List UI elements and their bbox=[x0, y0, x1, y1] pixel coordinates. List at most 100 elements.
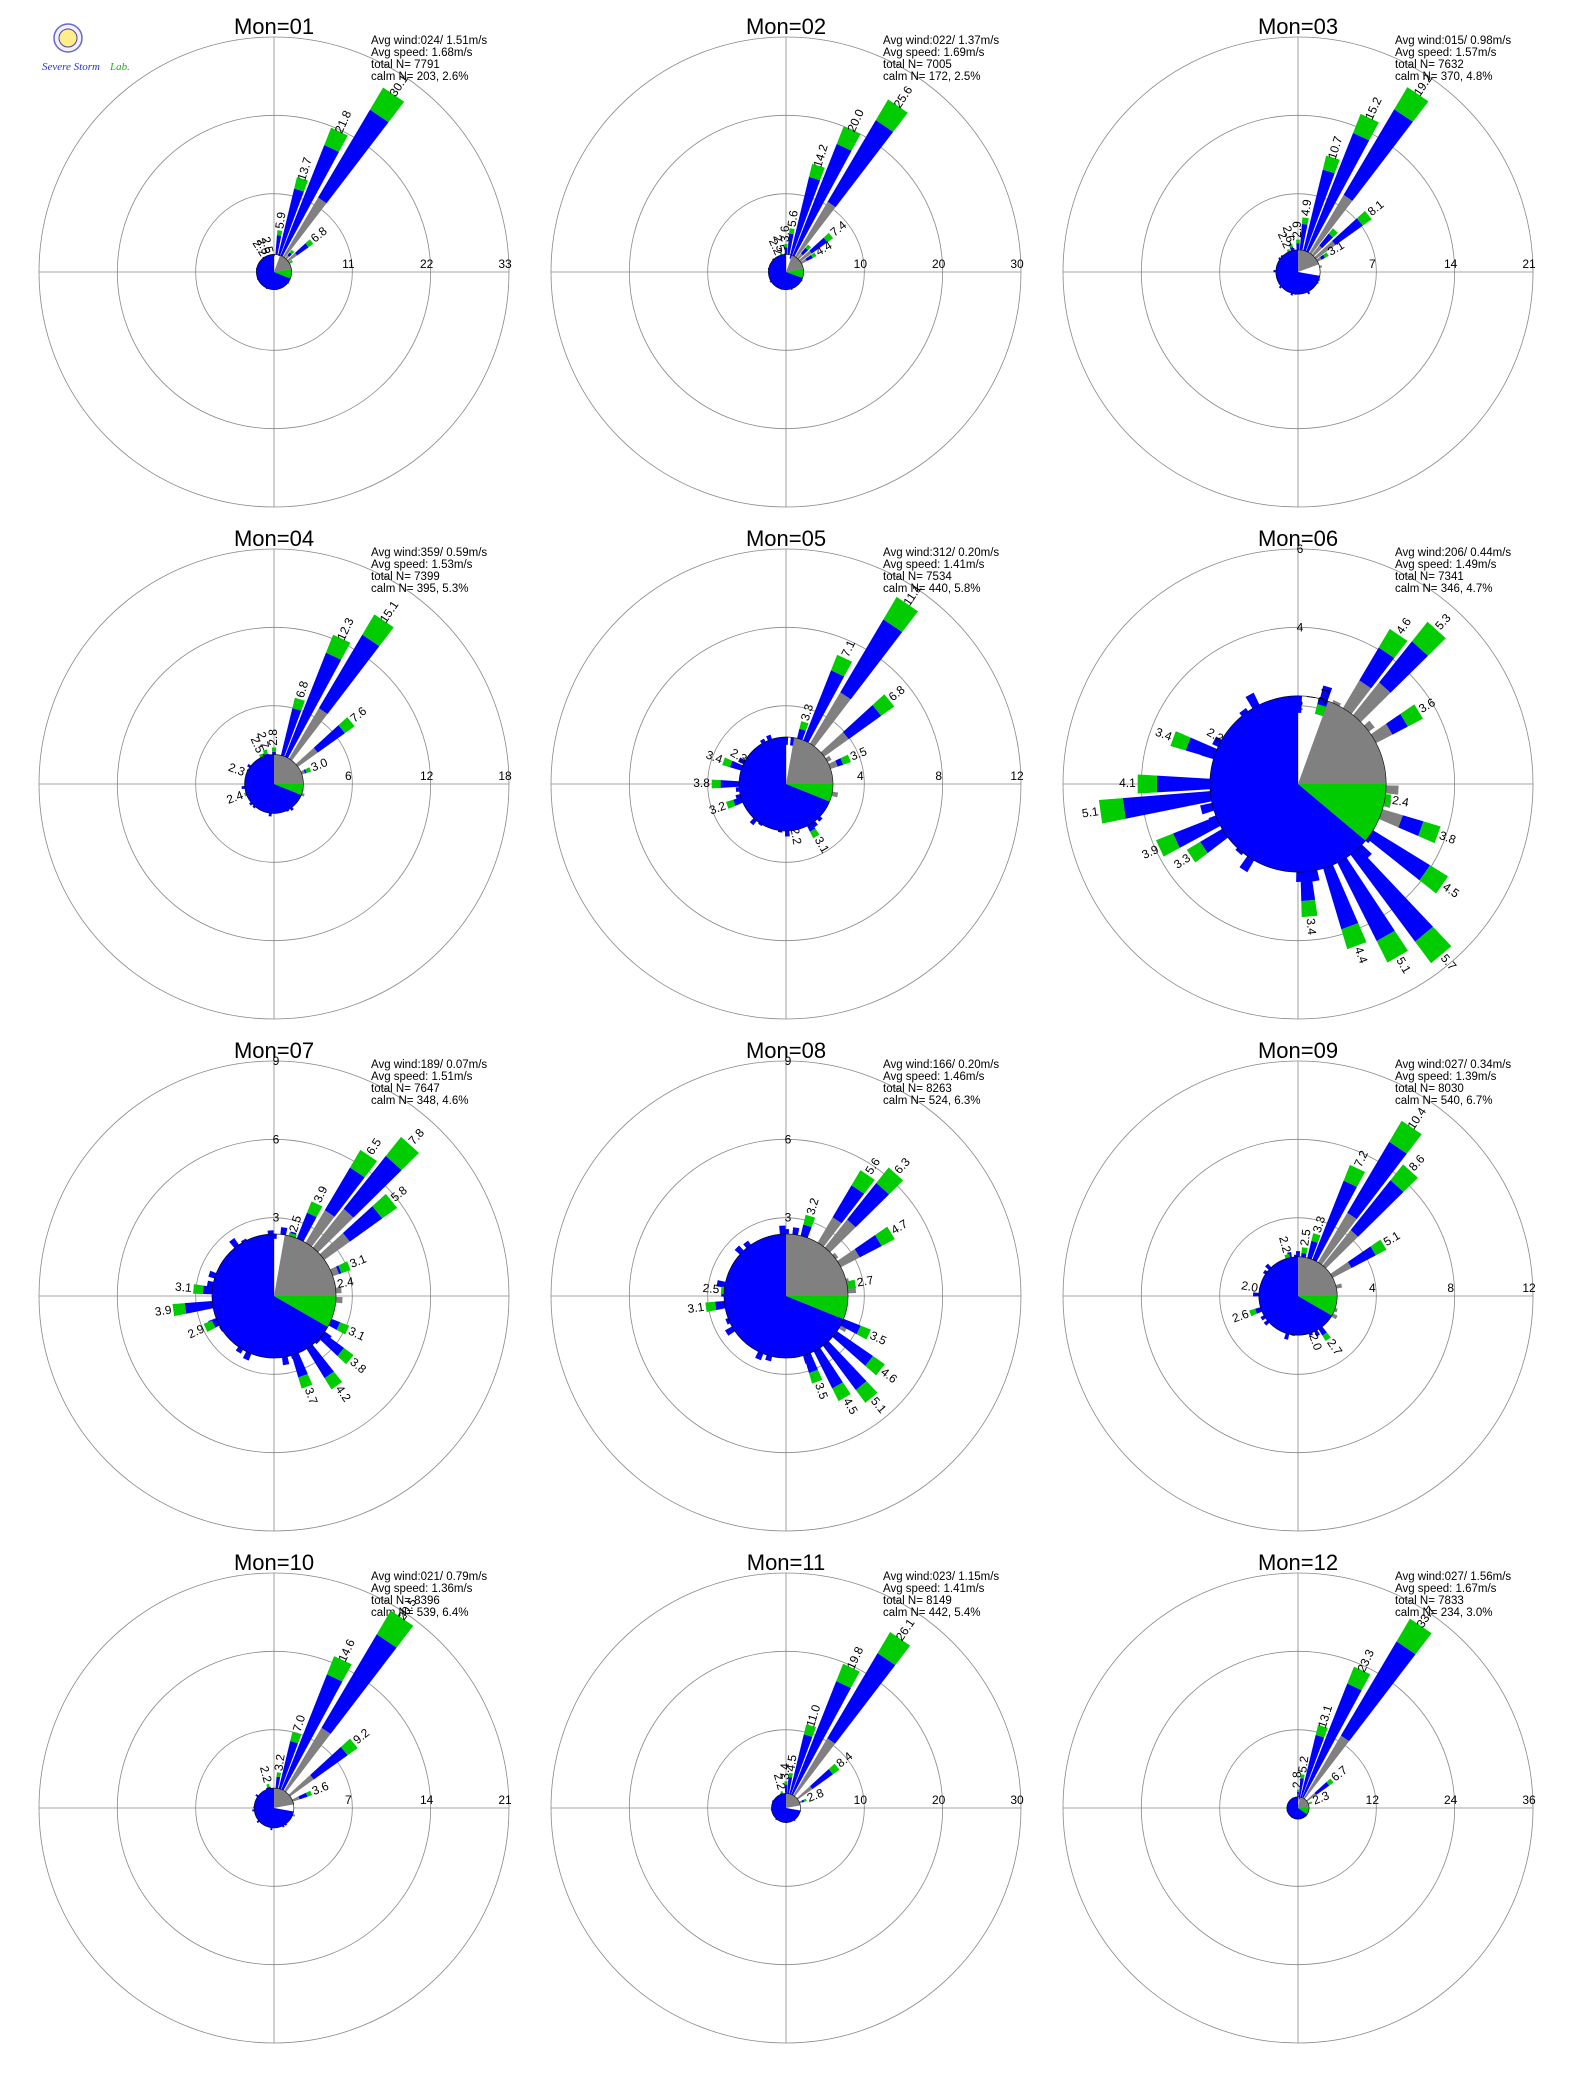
ring-label: 30 bbox=[1010, 1793, 1024, 1807]
wind-bar bbox=[310, 1746, 348, 1780]
wind-bar-high bbox=[832, 1382, 851, 1402]
wind-bar bbox=[743, 1240, 751, 1249]
bar-label: 2.9 bbox=[185, 1321, 206, 1341]
wind-bar bbox=[1311, 245, 1323, 257]
wind-bar-high bbox=[877, 1632, 911, 1666]
bar-label: 3.7 bbox=[302, 1386, 321, 1407]
ring-label: 24 bbox=[1444, 1793, 1458, 1807]
wind-bar-high bbox=[1098, 798, 1126, 824]
bar-label: 2.4 bbox=[1391, 793, 1410, 810]
panel-title: Mon=08 bbox=[746, 1038, 826, 1063]
wind-bar-high bbox=[336, 1322, 350, 1335]
wind-bar bbox=[832, 1252, 839, 1260]
wind-bar bbox=[336, 1265, 342, 1275]
wind-bar-high bbox=[172, 1303, 187, 1317]
wind-bar bbox=[1314, 1782, 1330, 1795]
wind-bar bbox=[769, 280, 772, 283]
wind-bar bbox=[729, 760, 743, 771]
wind-bar bbox=[800, 1224, 812, 1238]
wind-bar bbox=[1255, 1307, 1263, 1314]
wind-bar bbox=[799, 1800, 803, 1804]
bar-label: 15.2 bbox=[1362, 95, 1385, 122]
ring-label: 7 bbox=[345, 1793, 352, 1807]
stats-line: Avg speed: 1.41m/s bbox=[883, 559, 985, 571]
wind-bar bbox=[1309, 1802, 1311, 1805]
wind-bar-high bbox=[1396, 1618, 1432, 1655]
bar-label: 3.9 bbox=[154, 1303, 173, 1319]
wind-bar bbox=[252, 1809, 255, 1812]
stats-line: Avg speed: 1.53m/s bbox=[371, 559, 473, 571]
wind-bar bbox=[791, 1681, 851, 1796]
wind-bar bbox=[303, 769, 307, 774]
panel-title: Mon=07 bbox=[234, 1038, 314, 1063]
wind-bar bbox=[319, 1332, 345, 1356]
bar-label: 3.5 bbox=[848, 744, 869, 763]
wind-bar-high bbox=[836, 1663, 860, 1688]
wind-bar bbox=[1379, 641, 1429, 693]
calm-wedge bbox=[1258, 1256, 1332, 1336]
wind-bar-high bbox=[1326, 1778, 1334, 1786]
stats-line: total N= 8149 bbox=[883, 1595, 952, 1607]
wind-bar bbox=[1298, 1778, 1304, 1798]
bar-label: 3.9 bbox=[311, 1183, 331, 1204]
wind-bar bbox=[1342, 680, 1372, 714]
stats-line: total N= 7399 bbox=[371, 571, 440, 583]
wind-bar bbox=[724, 1326, 735, 1336]
wind-bar bbox=[749, 818, 757, 826]
wind-bar-high bbox=[1376, 930, 1408, 963]
wind-bar bbox=[1359, 647, 1395, 689]
wind-bar bbox=[1239, 707, 1249, 717]
wind-bar-high bbox=[276, 230, 283, 236]
wind-bar-high bbox=[1341, 923, 1367, 950]
bar-label: 4.1 bbox=[1119, 776, 1136, 790]
wind-bar bbox=[1284, 1333, 1290, 1340]
calm-wedge bbox=[786, 1296, 849, 1320]
wind-bar-high bbox=[1419, 865, 1449, 894]
wind-bar-high bbox=[1296, 239, 1300, 244]
wind-bar bbox=[725, 1318, 731, 1325]
ring-label: 30 bbox=[1010, 257, 1024, 271]
calm-wedge bbox=[786, 255, 804, 272]
bar-label: 3.2 bbox=[803, 1196, 821, 1216]
wind-bar bbox=[342, 1206, 383, 1242]
wind-bar bbox=[280, 708, 302, 757]
wind-bar bbox=[287, 282, 290, 284]
wind-bar bbox=[1340, 1641, 1416, 1742]
wind-bar bbox=[1296, 243, 1300, 250]
wind-bar-high bbox=[271, 747, 277, 752]
wind-bar-high bbox=[803, 1214, 816, 1228]
wind-bar-high bbox=[193, 1284, 204, 1295]
ring-label: 36 bbox=[1522, 1793, 1536, 1807]
ring-label: 8 bbox=[935, 769, 942, 783]
stats-line: Avg speed: 1.49m/s bbox=[1395, 559, 1497, 571]
stats-line: total N= 8396 bbox=[371, 1595, 440, 1607]
wind-bar-high bbox=[1249, 1308, 1257, 1317]
wind-bar bbox=[803, 1352, 818, 1374]
wind-bar-high bbox=[305, 239, 314, 248]
wind-bar bbox=[800, 247, 809, 256]
wind-bar bbox=[793, 1819, 796, 1822]
wind-bar-high bbox=[875, 1226, 895, 1246]
bar-label: 3.1 bbox=[348, 1251, 369, 1270]
stats-line: Avg wind:015/ 0.98m/s bbox=[1395, 35, 1511, 47]
ring-label: 18 bbox=[498, 769, 512, 783]
wind-bar bbox=[1316, 281, 1320, 285]
wind-bar bbox=[1265, 1263, 1272, 1270]
wind-bar-high bbox=[292, 697, 305, 711]
panel-title: Mon=04 bbox=[234, 526, 314, 551]
wind-bar-high bbox=[305, 767, 312, 774]
ring-label: 12 bbox=[1010, 769, 1024, 783]
wind-bar bbox=[315, 1338, 321, 1345]
calm-wedge bbox=[738, 736, 830, 832]
stats-line: calm N= 442, 5.4% bbox=[883, 1607, 980, 1619]
ring-label: 9 bbox=[785, 1054, 792, 1068]
wind-bar bbox=[787, 1777, 793, 1794]
wind-bar-high bbox=[809, 163, 825, 181]
wind-bar-high bbox=[1315, 704, 1327, 717]
wind-bar-high bbox=[1356, 210, 1372, 226]
wind-bar bbox=[1316, 257, 1322, 262]
